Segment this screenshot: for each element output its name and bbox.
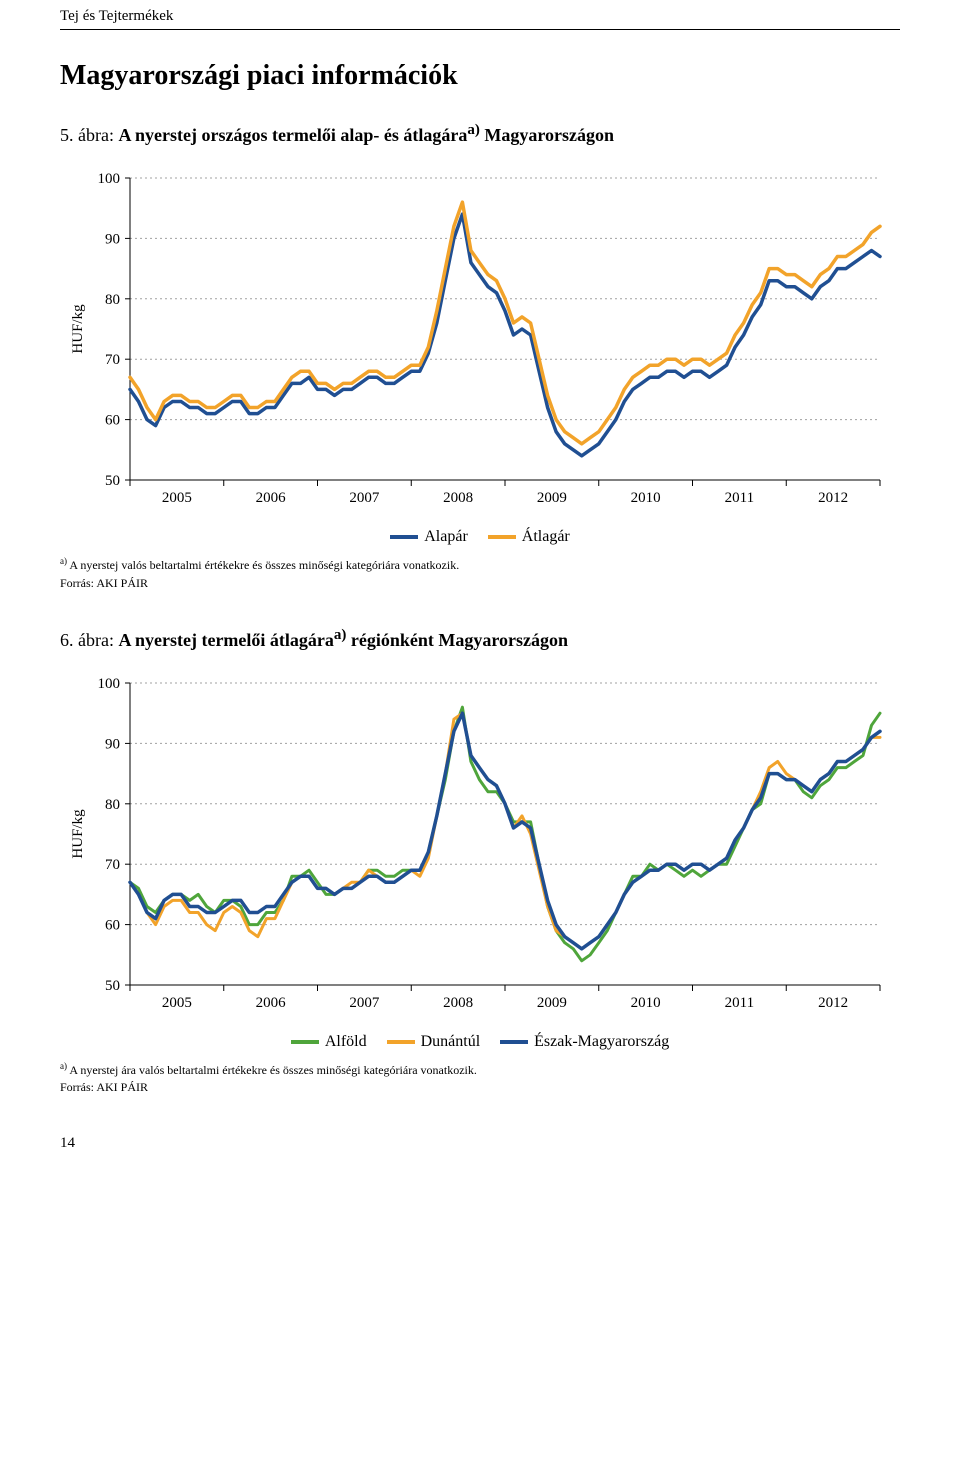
xtick-label: 2005 <box>162 995 192 1011</box>
series-dunantul <box>130 713 880 949</box>
xtick-label: 2012 <box>818 995 848 1011</box>
chart2-caption-bold: A nyerstej termelői átlagára <box>118 630 333 650</box>
chart1-caption: 5. ábra: A nyerstej országos termelői al… <box>60 122 900 146</box>
series-alfold <box>130 707 880 961</box>
chart2-caption-prefix: 6. ábra: <box>60 630 118 650</box>
page-number: 14 <box>60 1135 900 1152</box>
chart2-caption: 6. ábra: A nyerstej termelői átlagáraa) … <box>60 627 900 651</box>
xtick-label: 2006 <box>256 995 287 1011</box>
chart1-footnote: a) A nyerstej valós beltartalmi értékekr… <box>60 556 900 574</box>
legend-label: Átlagár <box>522 528 570 546</box>
ytick-label: 60 <box>105 413 120 429</box>
ylabel: HUF/kg <box>70 304 86 354</box>
xtick-label: 2009 <box>537 995 567 1011</box>
ytick-label: 90 <box>105 736 120 752</box>
chart1-footnote-text: A nyerstej valós beltartalmi értékekre é… <box>67 558 459 572</box>
chart2-legend: Alföld Dunántúl Észak-Magyarország <box>60 1031 900 1051</box>
chart2-footnote-text: A nyerstej ára valós beltartalmi értékek… <box>67 1063 477 1077</box>
ylabel: HUF/kg <box>70 809 86 859</box>
xtick-label: 2007 <box>349 995 380 1011</box>
ytick-label: 50 <box>105 978 120 994</box>
ytick-label: 80 <box>105 796 120 812</box>
xtick-label: 2008 <box>443 995 473 1011</box>
ytick-label: 50 <box>105 473 120 489</box>
legend-swatch <box>488 535 516 539</box>
legend-item: Átlagár <box>488 528 570 546</box>
chart1-footnote-sup: a) <box>60 556 67 566</box>
ytick-label: 70 <box>105 857 120 873</box>
xtick-label: 2009 <box>537 490 567 506</box>
xtick-label: 2005 <box>162 490 192 506</box>
legend-item: Észak-Magyarország <box>500 1033 669 1051</box>
ytick-label: 70 <box>105 352 120 368</box>
ytick-label: 100 <box>98 676 121 692</box>
legend-item: Alföld <box>291 1033 367 1051</box>
xtick-label: 2008 <box>443 490 473 506</box>
xtick-label: 2011 <box>725 490 754 506</box>
legend-label: Dunántúl <box>421 1033 481 1051</box>
chart1: 50 60 70 80 90 100 2005 2006 2007 2008 2009 2010 201… <box>60 160 900 546</box>
chart1-legend: Alapár Átlagár <box>60 526 900 546</box>
xtick-label: 2012 <box>818 490 848 506</box>
chart2-source: Forrás: AKI PÁIR <box>60 1080 900 1095</box>
legend-label: Észak-Magyarország <box>534 1033 669 1051</box>
legend-swatch <box>390 535 418 539</box>
legend-swatch <box>387 1040 415 1044</box>
xtick-label: 2006 <box>256 490 287 506</box>
chart2-caption-suffix: régiónként Magyarországon <box>346 630 568 650</box>
legend-item: Dunántúl <box>387 1033 481 1051</box>
xtick-label: 2010 <box>631 490 661 506</box>
chart2-footnote-sup: a) <box>60 1061 67 1071</box>
xtick-label: 2011 <box>725 995 754 1011</box>
chart1-caption-prefix: 5. ábra: <box>60 125 118 145</box>
chart2: 50 60 70 80 90 100 2005 2006 2007 2008 2009 2010 201… <box>60 665 900 1051</box>
legend-label: Alföld <box>325 1033 367 1051</box>
ytick-label: 100 <box>98 171 121 187</box>
xtick-label: 2010 <box>631 995 661 1011</box>
chart2-footnote: a) A nyerstej ára valós beltartalmi érté… <box>60 1061 900 1079</box>
section-title: Magyarországi piaci információk <box>60 60 900 92</box>
legend-label: Alapár <box>424 528 468 546</box>
ytick-label: 60 <box>105 917 120 933</box>
ytick-label: 90 <box>105 231 120 247</box>
legend-swatch <box>500 1040 528 1044</box>
running-head: Tej és Tejtermékek <box>60 0 900 30</box>
ytick-label: 80 <box>105 292 120 308</box>
legend-item: Alapár <box>390 528 468 546</box>
chart1-caption-bold: A nyerstej országos termelői alap- és át… <box>118 125 467 145</box>
legend-swatch <box>291 1040 319 1044</box>
xtick-label: 2007 <box>349 490 380 506</box>
chart1-caption-sup: a) <box>467 122 480 138</box>
chart1-source: Forrás: AKI PÁIR <box>60 576 900 591</box>
chart1-caption-suffix: Magyarországon <box>480 125 614 145</box>
chart2-caption-sup: a) <box>334 627 347 643</box>
